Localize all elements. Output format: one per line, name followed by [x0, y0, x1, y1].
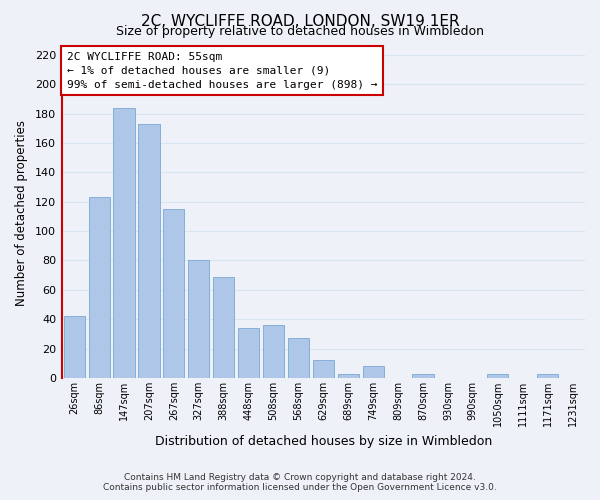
Bar: [139, 124, 160, 378]
Bar: [238, 328, 259, 378]
Text: Contains HM Land Registry data © Crown copyright and database right 2024.
Contai: Contains HM Land Registry data © Crown c…: [103, 473, 497, 492]
Y-axis label: Number of detached properties: Number of detached properties: [15, 120, 28, 306]
Text: 2C, WYCLIFFE ROAD, LONDON, SW19 1ER: 2C, WYCLIFFE ROAD, LONDON, SW19 1ER: [140, 14, 460, 29]
Bar: [412, 374, 434, 378]
Text: Size of property relative to detached houses in Wimbledon: Size of property relative to detached ho…: [116, 25, 484, 38]
Bar: [113, 108, 134, 378]
Bar: [487, 374, 508, 378]
Bar: [362, 366, 384, 378]
X-axis label: Distribution of detached houses by size in Wimbledon: Distribution of detached houses by size …: [155, 434, 492, 448]
Bar: [89, 198, 110, 378]
Text: 2C WYCLIFFE ROAD: 55sqm
← 1% of detached houses are smaller (9)
99% of semi-deta: 2C WYCLIFFE ROAD: 55sqm ← 1% of detached…: [67, 52, 377, 90]
Bar: [288, 338, 309, 378]
Bar: [188, 260, 209, 378]
Bar: [338, 374, 359, 378]
Bar: [163, 209, 184, 378]
Bar: [263, 325, 284, 378]
Bar: [313, 360, 334, 378]
Bar: [537, 374, 558, 378]
Bar: [213, 276, 234, 378]
Bar: [64, 316, 85, 378]
